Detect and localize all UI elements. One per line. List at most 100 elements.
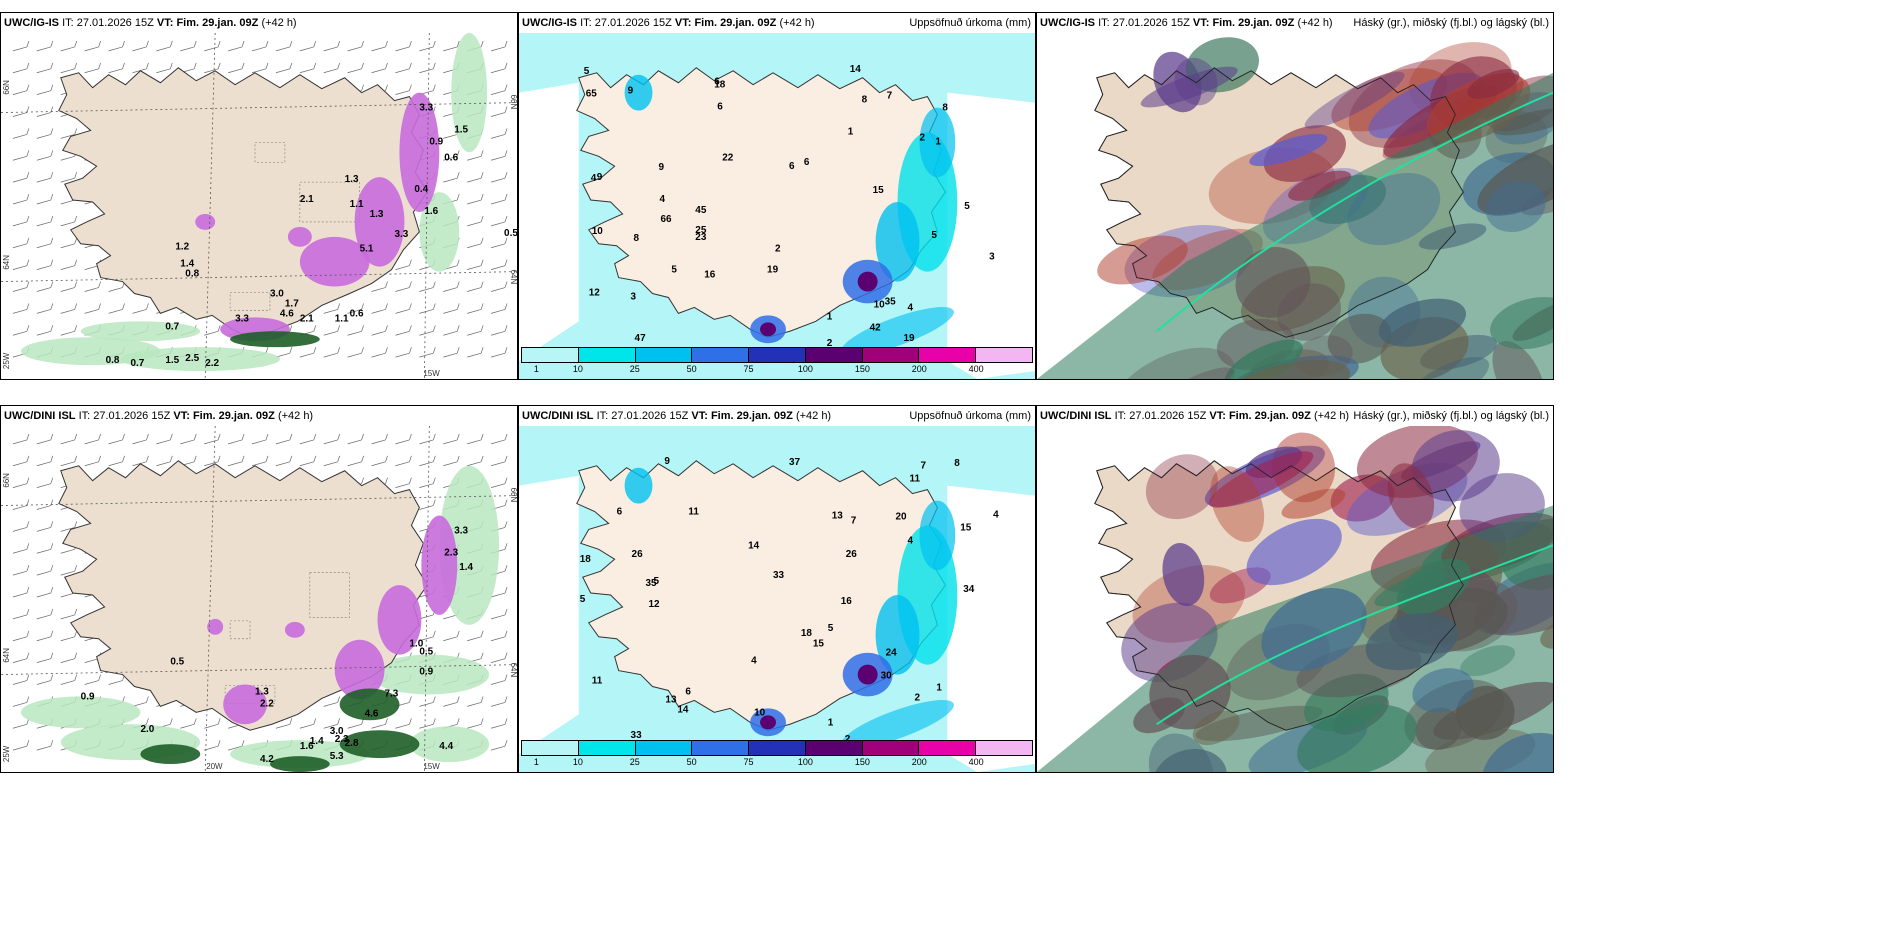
wind-barb-shaft [467, 243, 482, 249]
wind-barb-flag [50, 193, 54, 201]
wind-barb-shaft [36, 658, 51, 663]
wind-barb [347, 325, 364, 336]
grid-label: 15W [423, 762, 440, 771]
wind-barb-shaft [419, 723, 434, 729]
cloud-area [1331, 68, 1448, 132]
snow-value-label: 1.1 [350, 199, 364, 210]
intense-snow-area [339, 688, 400, 721]
snow-value-label: 3.3 [419, 103, 433, 114]
wind-barb-shaft [419, 702, 434, 707]
wind-barb [60, 259, 78, 270]
panel-header: UWC/DINI ISL IT: 27.01.2026 15Z VT: Fim.… [519, 406, 1035, 426]
wind-barb-shaft [395, 483, 410, 488]
wind-barb-flag [26, 565, 30, 572]
wind-barb [395, 303, 412, 314]
cloud-area [1162, 543, 1205, 606]
snow-value-label: 3.0 [270, 288, 284, 299]
precip-area [624, 467, 653, 504]
legend-color-swatch [692, 348, 750, 362]
snow-value-label: 1.0 [409, 639, 423, 650]
wind-barb [132, 303, 149, 314]
wind-barb [491, 128, 508, 139]
legend-color-swatch [749, 741, 806, 755]
wind-barb-shaft [491, 112, 506, 117]
snow-value-label: 2.1 [300, 194, 314, 205]
low-cloud-band [1037, 505, 1553, 772]
wind-barb [347, 62, 364, 74]
wind-barb-shaft [323, 68, 338, 74]
wind-barb [419, 433, 436, 445]
heavy-snow-area [195, 213, 216, 230]
wind-barb [36, 630, 54, 642]
model-name: UWC/DINI ISL [4, 410, 76, 422]
wind-barb-shaft [491, 46, 506, 52]
precip-value-label: 25 [695, 225, 707, 236]
wind-barb-flag [74, 630, 78, 637]
wind-barb-flag [504, 630, 508, 637]
wind-barb [84, 433, 101, 445]
wind-barb-flag [289, 433, 293, 441]
wind-barb-flag [241, 455, 245, 462]
cloud-area [1304, 71, 1405, 129]
wind-barb-shaft [419, 330, 434, 336]
cloud-area [1281, 488, 1346, 519]
wind-barb-shaft [371, 439, 386, 445]
wind-barb [12, 325, 30, 336]
wind-barb-shaft [60, 68, 75, 74]
light-snow-area [409, 726, 490, 763]
wind-barb-shaft [60, 265, 75, 270]
wind-barb-shaft [156, 439, 171, 445]
wind-barb [467, 281, 484, 292]
precip-value-label: 15 [813, 639, 825, 650]
wind-barb-shaft [60, 309, 75, 314]
wind-barb [371, 62, 388, 74]
legend-color-swatch [692, 741, 750, 755]
wind-barb [180, 718, 197, 729]
wind-barb [60, 281, 78, 292]
wind-barb-flag [504, 455, 508, 462]
wind-barb [323, 62, 341, 74]
wind-barb [204, 40, 221, 52]
wind-barb-shaft [60, 570, 75, 576]
iceland-land [58, 460, 428, 731]
precip-value-label: 4 [907, 302, 913, 313]
precip-value-label: 5 [671, 265, 677, 276]
wind-barb [323, 303, 341, 314]
wind-barb-flag [74, 674, 78, 681]
wind-barb [467, 433, 484, 445]
snow-value-label: 2.2 [205, 358, 219, 369]
precip-value-label: 2 [919, 132, 925, 143]
wind-barb-shaft [36, 548, 51, 554]
wind-barb-shaft [299, 68, 314, 74]
intense-snow-area [140, 744, 201, 765]
wind-barb-shaft [347, 461, 362, 467]
wind-barb-flag [504, 477, 508, 484]
valid-time: Fim. 29.jan. 09Z [1212, 17, 1295, 29]
wind-barb [443, 172, 460, 183]
precip-value-label: 6 [714, 77, 720, 88]
wind-barb [371, 347, 388, 358]
no-precip-area [519, 82, 579, 362]
wind-barb-shaft [108, 68, 123, 74]
snow-value-label: 2.5 [185, 353, 199, 364]
wind-barb-shaft [275, 439, 290, 445]
precip-area [875, 595, 920, 675]
wind-barb-shaft [467, 309, 482, 314]
wind-barb-flag [289, 718, 293, 725]
wind-barb [443, 455, 460, 467]
wind-barb [395, 40, 412, 52]
wind-barb-shaft [347, 309, 362, 314]
wind-barb [395, 84, 412, 95]
wind-barb-flag [50, 477, 54, 484]
wind-barb-flag [480, 303, 484, 310]
wind-barb [84, 303, 101, 314]
precip-value-label: 15 [873, 185, 885, 196]
wind-barb [132, 433, 149, 445]
wind-barb-shaft [443, 461, 458, 467]
wind-barb-shaft [12, 68, 27, 74]
wind-barb-shaft [443, 439, 458, 445]
snow-value-label: 2.8 [345, 738, 359, 749]
wind-barb-shaft [491, 680, 506, 685]
wind-barb-flag [456, 696, 460, 703]
